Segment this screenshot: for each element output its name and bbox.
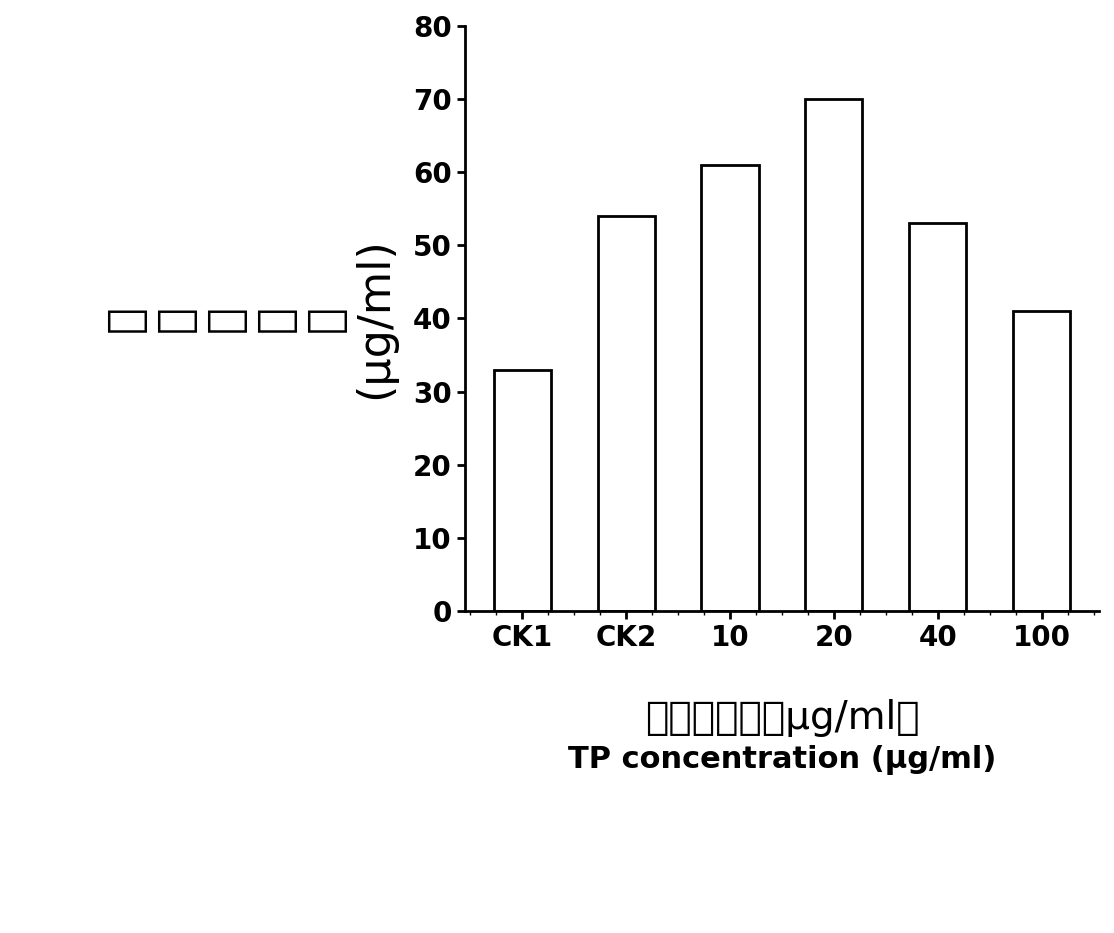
Text: TP concentration (μg/ml): TP concentration (μg/ml) [568, 745, 996, 775]
Text: 茶多酚浓度（μg/ml）: 茶多酚浓度（μg/ml） [645, 699, 919, 736]
Y-axis label: 脂
氨
酸
含
量
(μg/ml): 脂 氨 酸 含 量 (μg/ml) [104, 238, 397, 399]
Bar [702, 165, 759, 611]
Bar [597, 216, 655, 611]
Bar [909, 223, 966, 611]
Bar [1013, 311, 1071, 611]
Bar [805, 99, 862, 611]
Bar [494, 369, 550, 611]
